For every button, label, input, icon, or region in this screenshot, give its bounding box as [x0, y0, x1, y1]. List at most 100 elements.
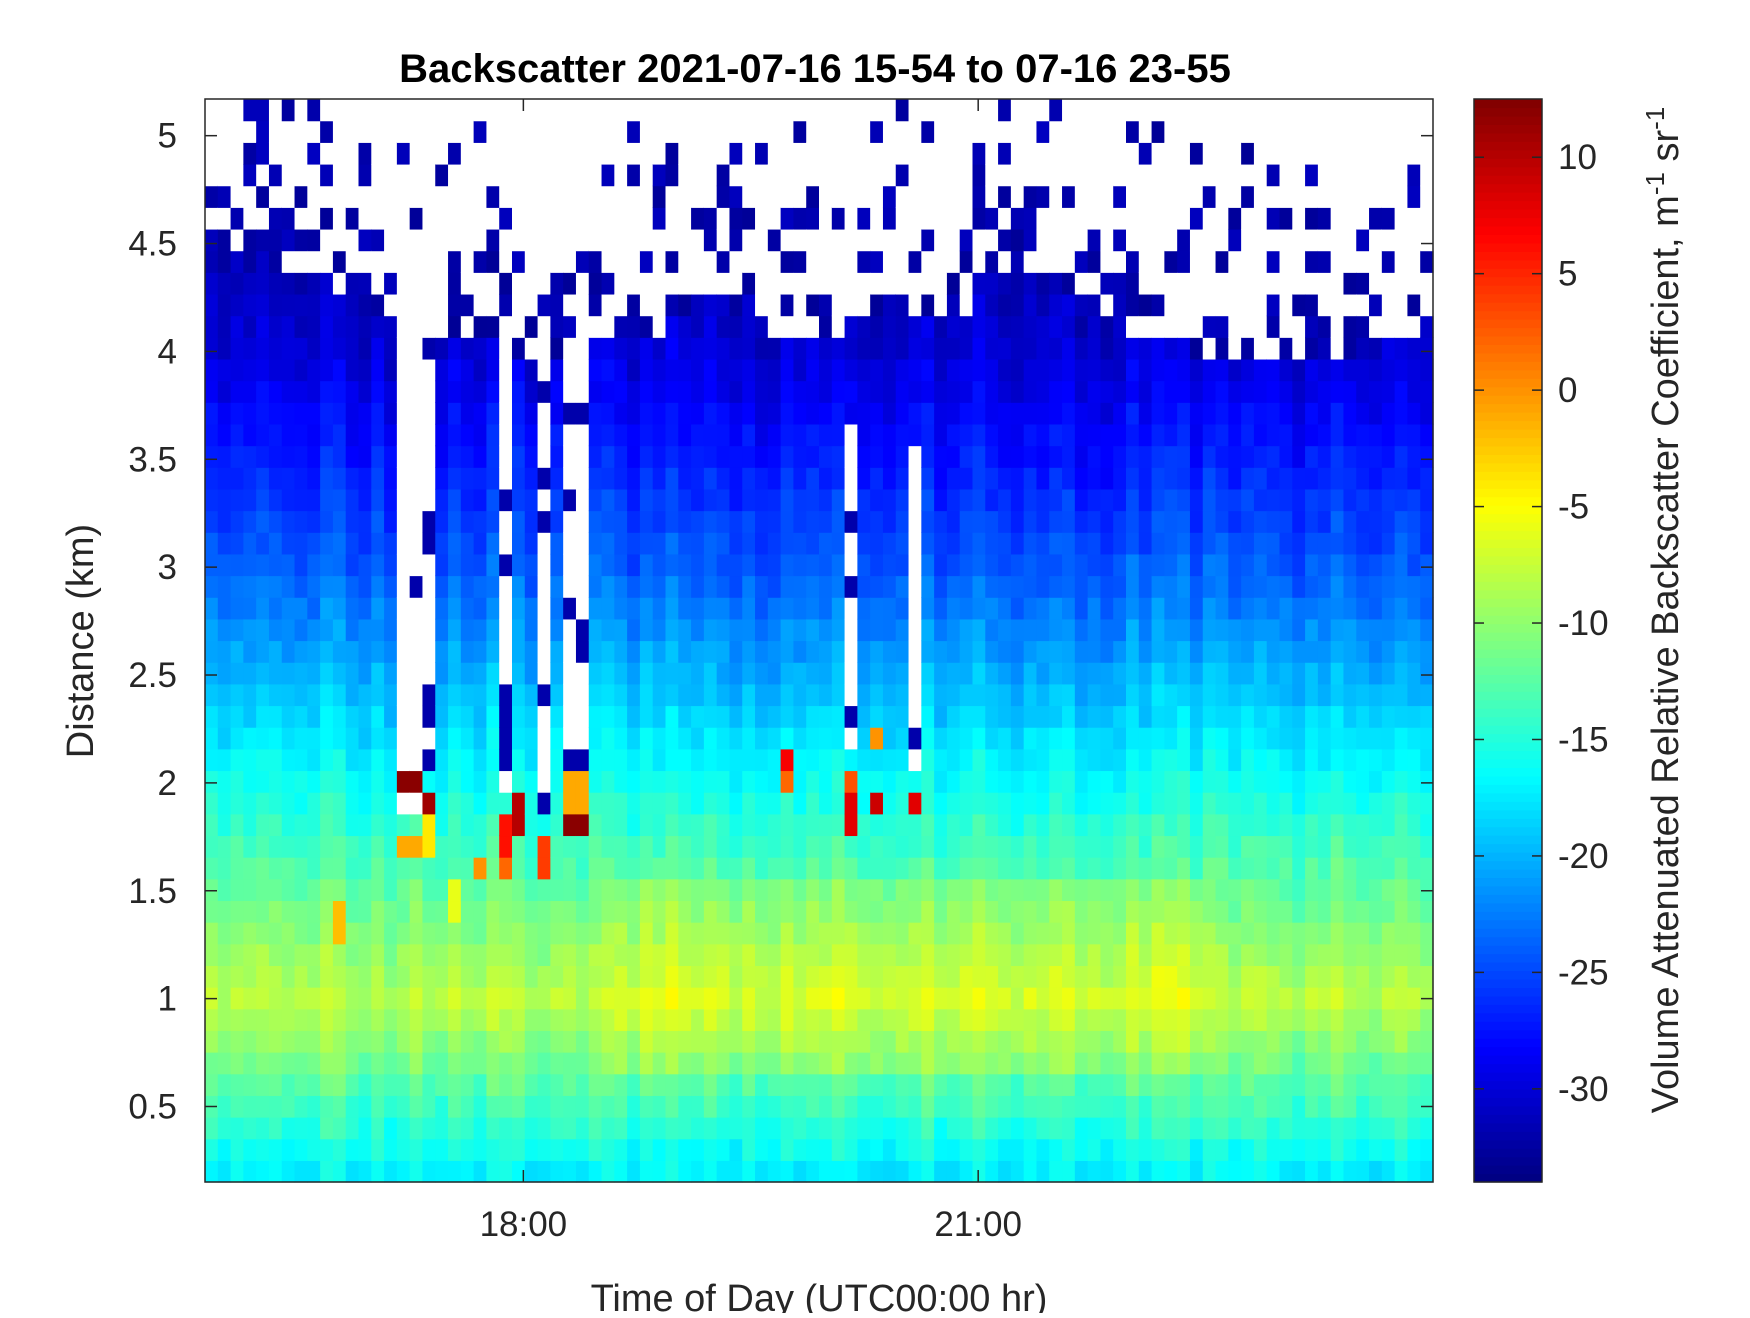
heatmap-cell [256, 1074, 269, 1096]
heatmap-cell [1331, 770, 1344, 792]
colorbar-step [1474, 234, 1542, 243]
heatmap-cell [870, 641, 883, 663]
heatmap-cell [742, 987, 755, 1009]
heatmap-cell [307, 142, 320, 164]
heatmap-cell [256, 99, 269, 121]
heatmap-cell [1228, 99, 1241, 121]
heatmap-cell [1036, 121, 1049, 143]
heatmap-cell [678, 879, 691, 901]
heatmap-cell [1088, 316, 1101, 338]
heatmap-cell [1075, 446, 1088, 468]
heatmap-plot-area [205, 99, 1434, 1183]
heatmap-cell [1382, 597, 1395, 619]
heatmap-cell [666, 900, 679, 922]
heatmap-cell [550, 164, 563, 186]
heatmap-cell [1062, 554, 1075, 576]
heatmap-cell [1267, 316, 1280, 338]
heatmap-cell [282, 1139, 295, 1161]
heatmap-cell [256, 770, 269, 792]
heatmap-cell [205, 294, 218, 316]
heatmap-cell [1190, 727, 1203, 749]
heatmap-cell [295, 770, 308, 792]
heatmap-cell [1407, 186, 1420, 208]
heatmap-cell [295, 467, 308, 489]
heatmap-cell [422, 532, 435, 554]
heatmap-cell [1292, 554, 1305, 576]
heatmap-cell [307, 446, 320, 468]
heatmap-cell [998, 272, 1011, 294]
heatmap-cell [1062, 792, 1075, 814]
heatmap-cell [1318, 792, 1331, 814]
heatmap-cell [909, 641, 922, 663]
y-tick-label: 3 [158, 548, 177, 587]
heatmap-cell [218, 1052, 231, 1074]
heatmap-cell [998, 1117, 1011, 1139]
heatmap-cell [1049, 1074, 1062, 1096]
heatmap-cell [397, 879, 410, 901]
heatmap-cell [1216, 835, 1229, 857]
heatmap-cell [998, 857, 1011, 879]
heatmap-cell [934, 900, 947, 922]
heatmap-cell [857, 272, 870, 294]
heatmap-cell [832, 1160, 845, 1182]
heatmap-cell [1343, 922, 1356, 944]
heatmap-cell [1049, 142, 1062, 164]
heatmap-cell [1382, 142, 1395, 164]
heatmap-cell [410, 381, 423, 403]
heatmap-cell [282, 576, 295, 598]
heatmap-cell [1292, 835, 1305, 857]
heatmap-cell [832, 792, 845, 814]
heatmap-cell [742, 857, 755, 879]
heatmap-cell [1075, 1074, 1088, 1096]
heatmap-cell [525, 337, 538, 359]
heatmap-cell [205, 316, 218, 338]
heatmap-cell [717, 1030, 730, 1052]
heatmap-cell [499, 1052, 512, 1074]
heatmap-cell [666, 965, 679, 987]
heatmap-cell [1305, 987, 1318, 1009]
heatmap-cell [1280, 1074, 1293, 1096]
heatmap-cell [602, 207, 615, 229]
heatmap-cell [371, 576, 384, 598]
colorbar-step [1474, 471, 1542, 480]
heatmap-cell [1356, 337, 1369, 359]
heatmap-cell [346, 770, 359, 792]
heatmap-cell [1203, 1074, 1216, 1096]
colorbar-step [1474, 987, 1542, 996]
heatmap-cell [1280, 944, 1293, 966]
heatmap-cell [1088, 1030, 1101, 1052]
heatmap-cell [896, 770, 909, 792]
heatmap-cell [1254, 965, 1267, 987]
heatmap-cell [1216, 922, 1229, 944]
heatmap-cell [1190, 641, 1203, 663]
heatmap-cell [371, 944, 384, 966]
heatmap-cell [1190, 489, 1203, 511]
heatmap-cell [640, 987, 653, 1009]
heatmap-cell [1011, 142, 1024, 164]
heatmap-cell [729, 684, 742, 706]
heatmap-cell [205, 489, 218, 511]
heatmap-cell [1292, 749, 1305, 771]
heatmap-cell [422, 1139, 435, 1161]
heatmap-cell [371, 727, 384, 749]
heatmap-cell [243, 294, 256, 316]
heatmap-cell [793, 987, 806, 1009]
heatmap-cell [1011, 424, 1024, 446]
heatmap-cell [678, 987, 691, 1009]
heatmap-cell [704, 424, 717, 446]
heatmap-cell [243, 662, 256, 684]
heatmap-cell [832, 446, 845, 468]
heatmap-cell [295, 381, 308, 403]
heatmap-cell [397, 1160, 410, 1182]
heatmap-cell [896, 1095, 909, 1117]
heatmap-cell [435, 489, 448, 511]
heatmap-cell [729, 424, 742, 446]
heatmap-cell [499, 164, 512, 186]
heatmap-cell [1164, 186, 1177, 208]
heatmap-cell [985, 641, 998, 663]
heatmap-cell [985, 727, 998, 749]
heatmap-cell [1011, 294, 1024, 316]
heatmap-cell [1343, 641, 1356, 663]
heatmap-cell [410, 229, 423, 251]
heatmap-cell [410, 316, 423, 338]
